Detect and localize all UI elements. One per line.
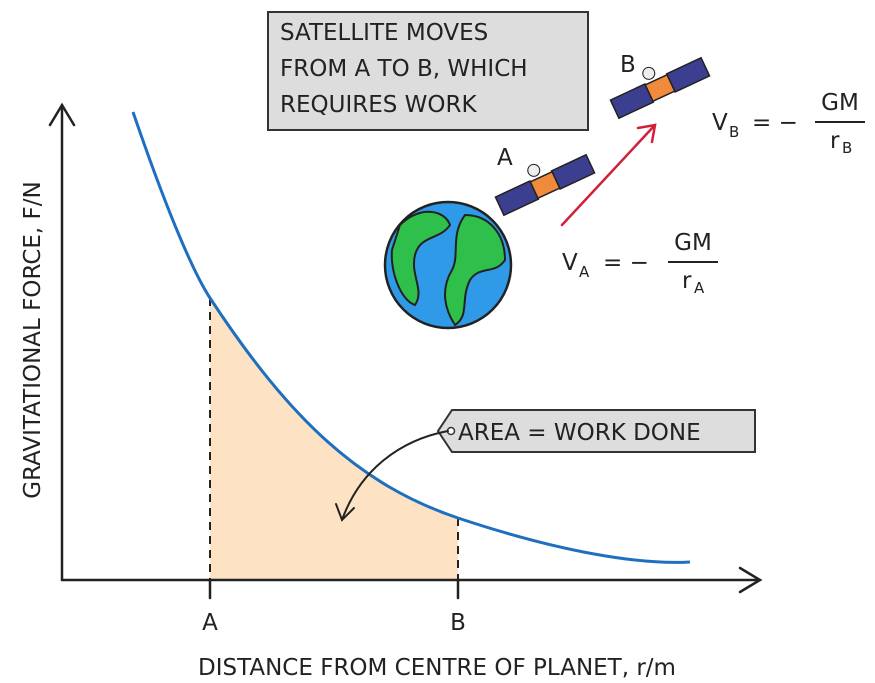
x-axis-label: DISTANCE FROM CENTRE OF PLANET, r/m <box>198 655 676 681</box>
title-line: FROM A TO B, WHICH <box>280 56 528 82</box>
formula-a: V A = − GM r A <box>562 230 718 297</box>
satellite-label: A <box>497 145 513 171</box>
formula-lhs: V <box>712 110 728 136</box>
formula-b: V B = − GM r B <box>712 90 865 157</box>
area-tag-text: AREA = WORK DONE <box>458 420 701 446</box>
x-tick-b: B <box>450 610 466 636</box>
formula-sub: B <box>842 139 852 157</box>
formula-den: r <box>830 128 840 154</box>
formula-sub: B <box>729 123 739 141</box>
x-tick-a: A <box>202 610 218 636</box>
satellite-label: B <box>620 52 636 78</box>
diagram: A B DISTANCE FROM CENTRE OF PLANET, r/m … <box>0 0 875 683</box>
earth <box>385 202 511 328</box>
formula-num: GM <box>674 230 712 256</box>
y-axis-label: GRAVITATIONAL FORCE, F/N <box>20 181 46 498</box>
formula-sign: = − <box>752 110 798 136</box>
formula-num: GM <box>821 90 859 116</box>
formula-lhs: V <box>562 250 578 276</box>
title-line: SATELLITE MOVES <box>280 20 488 46</box>
formula-sub: A <box>579 263 590 281</box>
formula-den: r <box>682 268 692 294</box>
formula-sub: A <box>694 279 705 297</box>
title-line: REQUIRES WORK <box>280 92 477 118</box>
formula-sign: = − <box>603 250 649 276</box>
